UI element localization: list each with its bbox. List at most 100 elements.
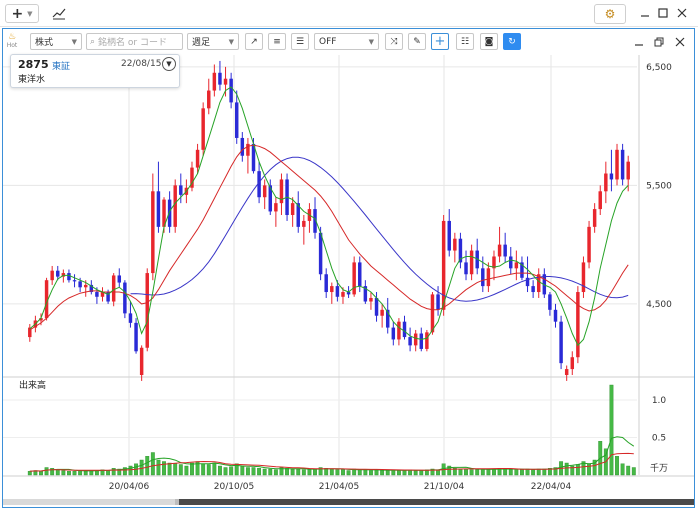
align-left-icon: ≡ — [273, 36, 281, 47]
volume-bar — [531, 469, 536, 476]
volume-bar — [430, 468, 435, 476]
pencil-icon: ✎ — [413, 36, 421, 47]
candle-body — [274, 203, 278, 212]
candle-body — [279, 179, 284, 204]
candle-body — [173, 185, 177, 227]
price-tick-label: 4,500 — [646, 300, 672, 310]
time-axis: 20/04/06 20/10/05 21/04/05 21/10/04 22/04/04 — [3, 475, 694, 492]
volume-bar — [480, 468, 485, 476]
candle-body — [576, 292, 580, 358]
candle-body — [246, 143, 250, 156]
time-tick-label: 20/10/05 — [214, 482, 254, 492]
volume-bar — [106, 470, 111, 476]
volume-bar — [206, 464, 211, 476]
price-chart[interactable]: 6,500 5,500 4,500 出来高 1.0 0.5 千万 20/04/06 20/1… — [3, 55, 694, 505]
candle-body — [61, 273, 66, 277]
volume-bar — [592, 459, 597, 476]
ma-mid-line — [29, 144, 629, 331]
volume-bar — [285, 468, 289, 476]
candle-body — [28, 327, 32, 338]
volume-bar — [536, 468, 541, 476]
candle-body — [39, 318, 43, 321]
panel-minimize-icon[interactable] — [632, 35, 646, 49]
stock-code: 2875 — [18, 58, 49, 71]
chart-toolbar: ♨ Hot 株式 ▼ ⌕ 銘柄名 or コード 週足 ▼ ↗ ≡ ☰ OFF ▼… — [3, 29, 694, 55]
camera-button[interactable]: ◙ — [480, 33, 498, 50]
volume-pane: 出来高 1.0 0.5 千万 — [3, 379, 668, 476]
candle-body — [514, 262, 519, 269]
camera-icon: ◙ — [484, 36, 494, 47]
close-icon[interactable] — [673, 4, 691, 22]
candle-body — [335, 286, 340, 297]
candle-body — [592, 209, 597, 227]
expand-circle-icon[interactable]: ▼ — [162, 57, 176, 71]
candle-body — [598, 191, 602, 210]
volume-bar — [55, 469, 60, 476]
volume-bar — [245, 467, 250, 476]
candle-body — [458, 238, 463, 263]
chevron-down-icon: ▼ — [368, 37, 374, 46]
pencil-button[interactable]: ✎ — [408, 33, 426, 50]
trendline-button[interactable]: ↗ — [245, 33, 263, 50]
settings-button[interactable]: ⚙ — [594, 4, 626, 24]
refresh-button[interactable]: ↻ — [503, 33, 521, 50]
moving-average-lines — [29, 86, 629, 347]
volume-bar — [212, 462, 217, 476]
shuffle-button[interactable]: ⤨ — [385, 33, 403, 50]
volume-bar — [542, 468, 547, 476]
candle-body — [100, 292, 105, 297]
volume-tick-label: 0.5 — [652, 434, 666, 444]
price-tick-label: 5,500 — [646, 181, 672, 191]
candle-body — [425, 332, 429, 349]
candle-body — [223, 78, 228, 85]
panel-close-icon[interactable] — [673, 35, 687, 49]
volume-bar — [458, 468, 463, 476]
volume-bar — [27, 471, 32, 476]
volume-bar — [122, 467, 127, 476]
volume-bar — [631, 467, 636, 476]
volume-bar — [369, 470, 373, 476]
candle-body — [447, 220, 451, 251]
volume-bar — [486, 469, 491, 476]
candle-body — [123, 282, 127, 314]
market-select[interactable]: 株式 ▼ — [30, 33, 82, 50]
candle-body — [201, 108, 205, 150]
volume-bar — [307, 469, 312, 476]
candle-body — [313, 209, 317, 233]
candle-body — [324, 274, 328, 293]
candle-body — [397, 321, 401, 340]
add-panel-button[interactable]: + ▼ — [5, 4, 39, 23]
candle-body — [548, 294, 552, 310]
flame-icon: ♨ — [7, 32, 17, 42]
maximize-icon[interactable] — [654, 4, 672, 22]
candle-body — [492, 256, 496, 269]
align-bars-button[interactable]: ☰ — [291, 33, 309, 50]
time-tick-label: 21/04/05 — [319, 482, 359, 492]
candle-body — [531, 286, 535, 293]
volume-bar — [547, 468, 552, 476]
hot-badge[interactable]: ♨ Hot — [6, 32, 18, 50]
candle-body — [139, 347, 144, 375]
volume-bar — [475, 469, 480, 476]
indicator-select[interactable]: OFF ▼ — [314, 33, 379, 50]
volume-bar — [469, 469, 474, 476]
line-chart-icon[interactable] — [52, 6, 66, 20]
candle-body — [609, 173, 614, 180]
crosshair-button[interactable]: + — [431, 33, 449, 50]
minimize-icon[interactable] — [636, 4, 654, 22]
app-topbar: + ▼ ⚙ — [0, 0, 698, 27]
candle-body — [67, 273, 71, 281]
panel-restore-icon[interactable] — [652, 35, 666, 49]
list-settings-button[interactable]: ☷ — [456, 33, 474, 50]
chart-grid — [3, 55, 694, 475]
volume-title: 出来高 — [19, 379, 46, 391]
candle-body — [402, 321, 407, 338]
volume-bar — [83, 471, 88, 476]
candle-body — [72, 280, 77, 282]
candle-body — [430, 294, 435, 333]
candle-body — [207, 90, 211, 109]
align-left-button[interactable]: ≡ — [268, 33, 286, 50]
search-input[interactable]: ⌕ 銘柄名 or コード — [86, 33, 183, 50]
period-select[interactable]: 週足 ▼ — [187, 33, 239, 50]
time-tick-label: 20/04/06 — [109, 482, 150, 492]
